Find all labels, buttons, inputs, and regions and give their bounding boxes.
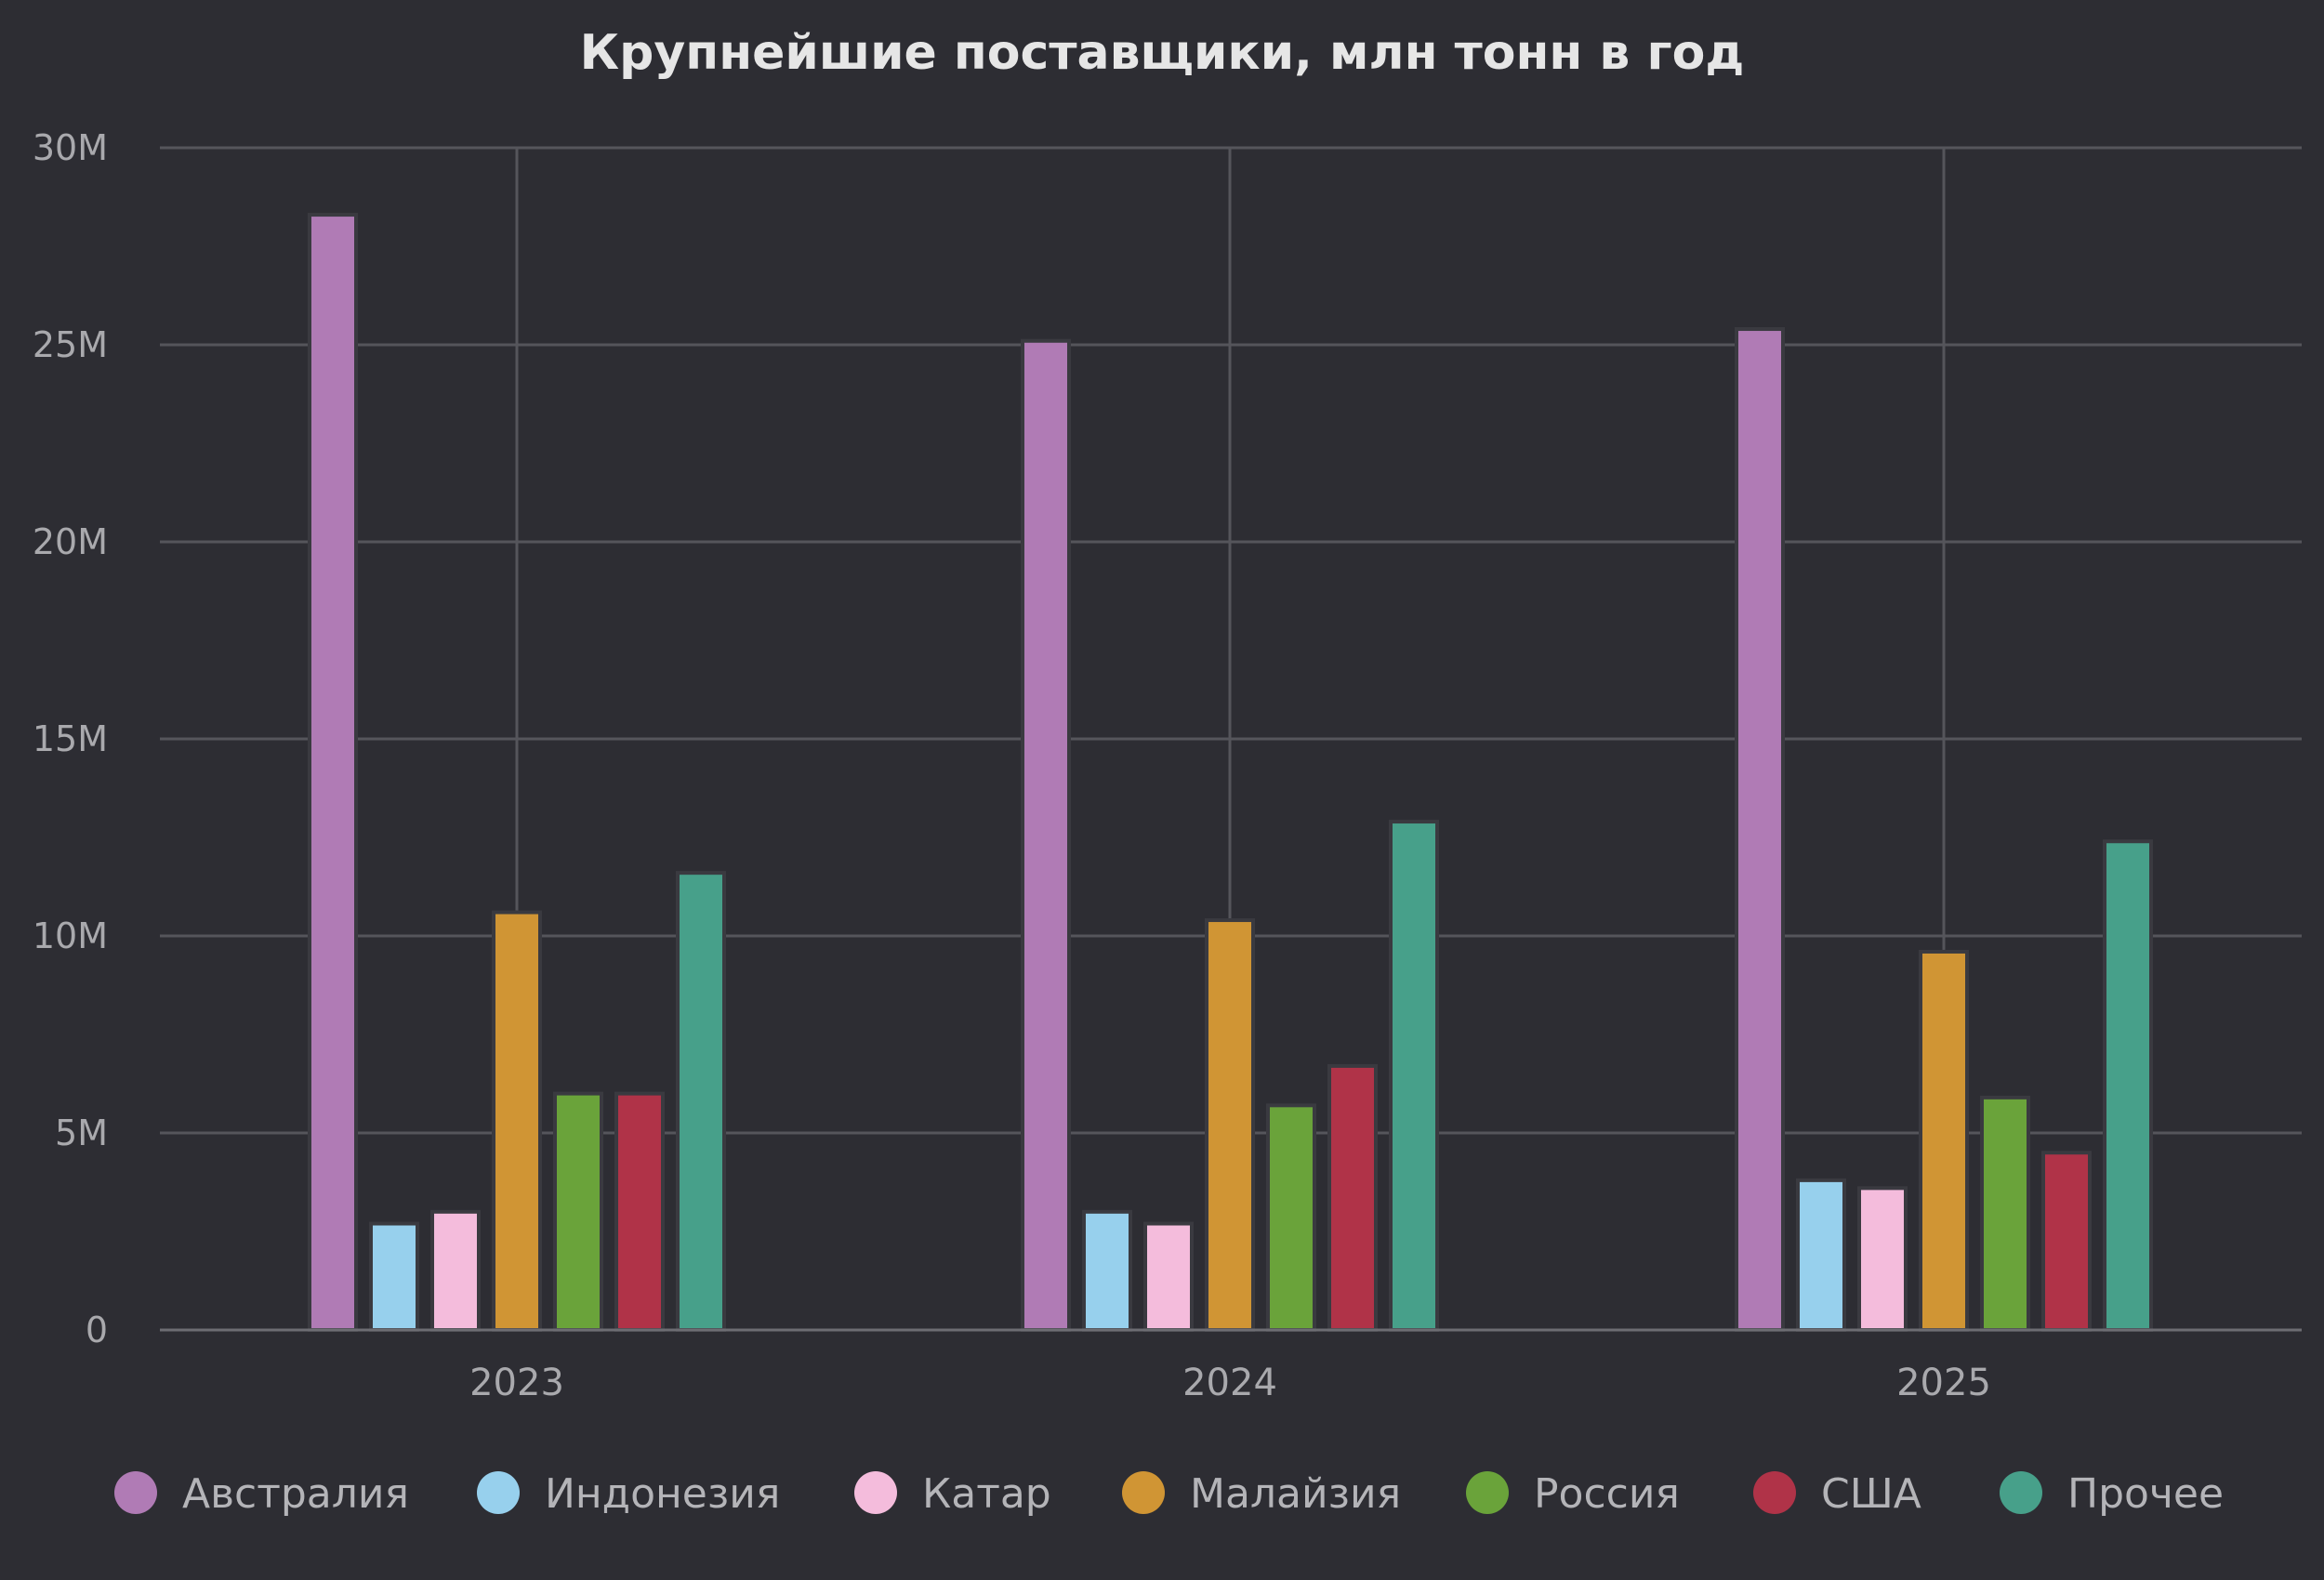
bar-1-2025[interactable] [1735,327,1785,1332]
x-tick-label: 2023 [469,1362,564,1404]
legend-label[interactable]: США [1821,1470,1921,1518]
bar-7-2024[interactable] [1389,820,1439,1332]
bar-6-2023[interactable] [614,1091,665,1332]
legend-label[interactable]: Катар [922,1470,1051,1518]
bar-6-2025[interactable] [2041,1151,2092,1332]
legend-swatch [2000,1471,2042,1514]
legend-label[interactable]: Индонезия [545,1470,780,1518]
legend-swatch [114,1471,157,1514]
chart-title: Крупнейшие поставщики, млн тонн в год [580,25,1745,81]
bar-4-2025[interactable] [1919,949,1969,1333]
axes: 0 5M 10M 15M 20M 25M 30M 2023 2024 2025 [33,127,2302,1404]
legend-swatch [1753,1471,1796,1514]
bar-1-2023[interactable] [308,213,358,1333]
bar-2-2025[interactable] [1796,1178,1846,1332]
bar-3-2025[interactable] [1857,1186,1908,1332]
bar-3-2023[interactable] [430,1209,481,1333]
bar-7-2025[interactable] [2103,839,2153,1332]
legend-swatch [854,1471,897,1514]
bar-5-2023[interactable] [553,1091,603,1332]
x-tick-label: 2024 [1182,1362,1277,1404]
y-tick-label: 15M [33,718,108,759]
y-tick-label: 25M [33,324,108,365]
y-tick-label: 20M [33,521,108,562]
legend-label[interactable]: Прочее [2067,1470,2224,1518]
bar-3-2024[interactable] [1143,1221,1194,1333]
legend-swatch [1466,1471,1509,1514]
bar-1-2024[interactable] [1021,338,1071,1332]
bar-5-2025[interactable] [1980,1095,2030,1332]
bar-6-2024[interactable] [1327,1063,1378,1333]
bar-5-2024[interactable] [1266,1103,1316,1332]
x-tick-label: 2025 [1896,1362,1991,1404]
y-tick-label: 30M [33,127,108,168]
bar-4-2023[interactable] [492,910,542,1332]
bars [308,213,2153,1333]
y-tick-label: 10M [33,915,108,956]
legend-label[interactable]: Австралия [182,1470,409,1518]
legend-swatch [477,1471,520,1514]
legend-swatch [1122,1471,1165,1514]
bar-4-2024[interactable] [1205,918,1255,1332]
legend-label[interactable]: Россия [1534,1470,1680,1518]
y-tick-label: 0 [86,1310,108,1350]
legend-label[interactable]: Малайзия [1190,1470,1401,1518]
bar-2-2023[interactable] [369,1221,419,1333]
bar-2-2024[interactable] [1082,1209,1132,1333]
legend: Австралия Индонезия Катар Малайзия Россия США… [114,1470,2224,1518]
y-tick-label: 5M [55,1113,108,1153]
bar-7-2023[interactable] [676,871,726,1332]
